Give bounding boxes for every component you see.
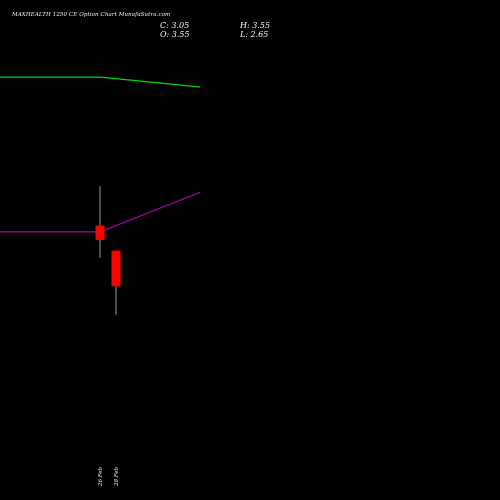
close-value: C: 3.05	[160, 21, 190, 30]
x-axis-labels: 26 Feb 28 Feb	[98, 466, 120, 487]
low-value: L: 2.65	[240, 30, 269, 39]
candle-body	[95, 225, 105, 240]
candles	[95, 186, 121, 315]
overlay-line-upper	[0, 76, 201, 88]
x-tick-label: 26 Feb	[98, 466, 104, 487]
candle	[95, 186, 105, 258]
candle	[111, 250, 121, 315]
x-tick-label: 28 Feb	[114, 466, 120, 487]
high-value: H: 3.55	[240, 21, 271, 30]
candle-body	[111, 250, 121, 287]
chart-title: MAXHEALTH 1250 CE Option Chart MunafaSut…	[12, 12, 171, 18]
open-value: O: 3.55	[160, 30, 190, 39]
